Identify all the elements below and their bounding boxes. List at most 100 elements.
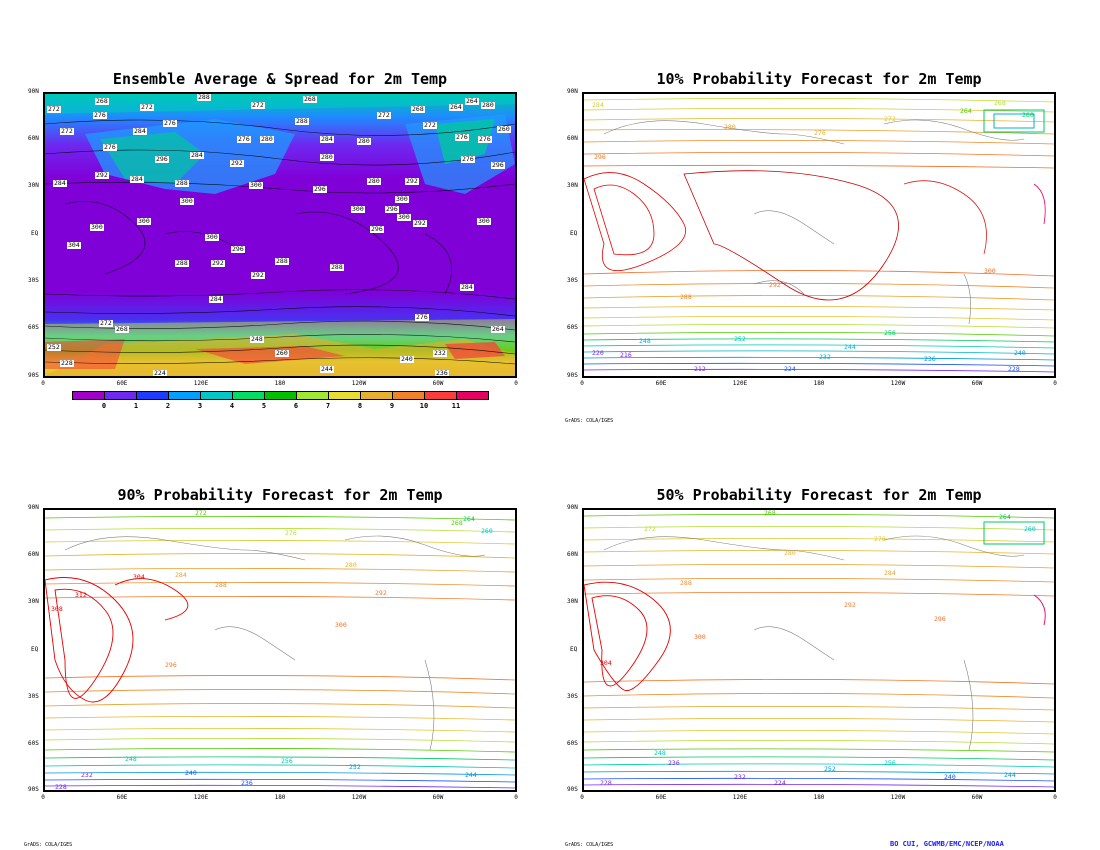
contour-label: 296 [594,153,606,161]
lat-label: 90S [28,786,39,793]
contour-label: 236 [668,759,680,767]
map-ensemble: 272 268 272 288 272 268 268 264 280 264 … [43,92,517,378]
contour-field [584,98,1054,373]
contour-label: 280 [724,123,736,131]
lat-label: 30N [28,182,39,189]
colorbar-swatch [104,391,137,400]
contour-label: 268 [451,519,463,527]
ensemble-label: 284 [130,175,144,183]
contour-field [45,516,515,789]
contour-label: 244 [844,343,856,351]
lat-label: EQ [570,646,578,653]
ensemble-label: 264 [449,103,463,111]
lat-label: 90S [28,372,39,379]
ensemble-label: 292 [211,259,225,267]
contour-label: 300 [335,621,347,629]
ensemble-label: 260 [497,125,511,133]
contour-label: 304 [133,573,145,581]
lat-label: EQ [570,230,578,237]
lon-label: 0 [41,380,45,387]
contour-label: 280 [784,549,796,557]
contour-label: 268 [764,509,776,517]
lat-label: 90N [567,504,578,511]
lat-label: 30N [567,598,578,605]
colorbar-swatch [392,391,425,400]
ensemble-label: 244 [320,365,334,373]
contour-label: 228 [55,783,67,791]
contour-label: 224 [774,779,786,787]
contour-label: 292 [375,589,387,597]
credit: GrADS: COLA/IGES [565,842,614,848]
ensemble-label: 268 [411,105,425,113]
ensemble-label: 300 [477,217,491,225]
contour-label: 272 [195,509,207,517]
ensemble-label: 248 [250,335,264,343]
contour-label: 308 [51,605,63,613]
colorbar-swatch [72,391,105,400]
lon-label: 60W [971,380,983,387]
colorbar-swatch [456,391,489,400]
colorbar-label: 2 [165,402,171,410]
ensemble-label: 252 [47,343,61,351]
ensemble-label: 288 [175,179,189,187]
colorbar-swatch [424,391,457,400]
contour-label: 276 [285,529,297,537]
colorbar-swatch [232,391,265,400]
lon-label: 120W [351,794,367,801]
ensemble-label: 284 [53,179,67,187]
ensemble-label: 264 [465,97,479,105]
panel-title: 90% Probability Forecast for 2m Temp [117,486,443,504]
colorbar-swatch [200,391,233,400]
ensemble-label: 280 [320,153,334,161]
lon-label: 0 [514,380,518,387]
contour-label: 224 [784,365,796,373]
colorbar-swatch [328,391,361,400]
panel-title: Ensemble Average & Spread for 2m Temp [112,70,448,88]
ensemble-label: 304 [67,241,81,249]
ensemble-label: 300 [205,233,219,241]
contour-label: 284 [592,101,604,109]
ensemble-label: 276 [237,135,251,143]
ensemble-label: 276 [415,313,429,321]
lat-label: 90N [28,504,39,511]
ensemble-label: 296 [370,225,384,233]
lon-label: 60E [116,380,128,387]
ensemble-label: 300 [249,181,263,189]
lon-label: 60W [971,794,983,801]
contour-label: 260 [1022,111,1034,119]
contour-label: 300 [984,267,996,275]
ensemble-label: 272 [423,121,437,129]
contour-label: 220 [592,349,604,357]
ensemble-label: 224 [153,369,167,377]
contour-label: 216 [620,351,632,359]
ensemble-label: 276 [461,155,475,163]
lat-label: 90N [567,88,578,95]
colorbar-label: 11 [451,402,461,410]
lon-label: 0 [41,794,45,801]
colorbar-label: 0 [101,402,107,410]
ensemble-label: 292 [251,271,265,279]
ensemble-label: 292 [405,177,419,185]
ensemble-label: 272 [251,101,265,109]
ensemble-label: 240 [400,355,414,363]
lat-label: EQ [31,230,39,237]
lon-label: 120W [351,380,367,387]
panel-title: 50% Probability Forecast for 2m Temp [656,486,982,504]
ensemble-label: 300 [395,195,409,203]
contour-label: 260 [1024,525,1036,533]
lat-label: 30S [28,693,39,700]
lat-label: 30N [28,598,39,605]
ensemble-field [45,94,515,376]
contour-label: 312 [75,591,87,599]
contour-label: 284 [175,571,187,579]
contour-field [584,514,1054,788]
contour-label: 248 [639,337,651,345]
lat-label: EQ [31,646,39,653]
contour-label: 236 [924,355,936,363]
ensemble-label: 284 [209,295,223,303]
colorbar-label: 8 [357,402,363,410]
contour-label: 272 [884,115,896,123]
ensemble-label: 288 [275,257,289,265]
colorbar-label: 4 [229,402,235,410]
ensemble-label: 284 [460,283,474,291]
